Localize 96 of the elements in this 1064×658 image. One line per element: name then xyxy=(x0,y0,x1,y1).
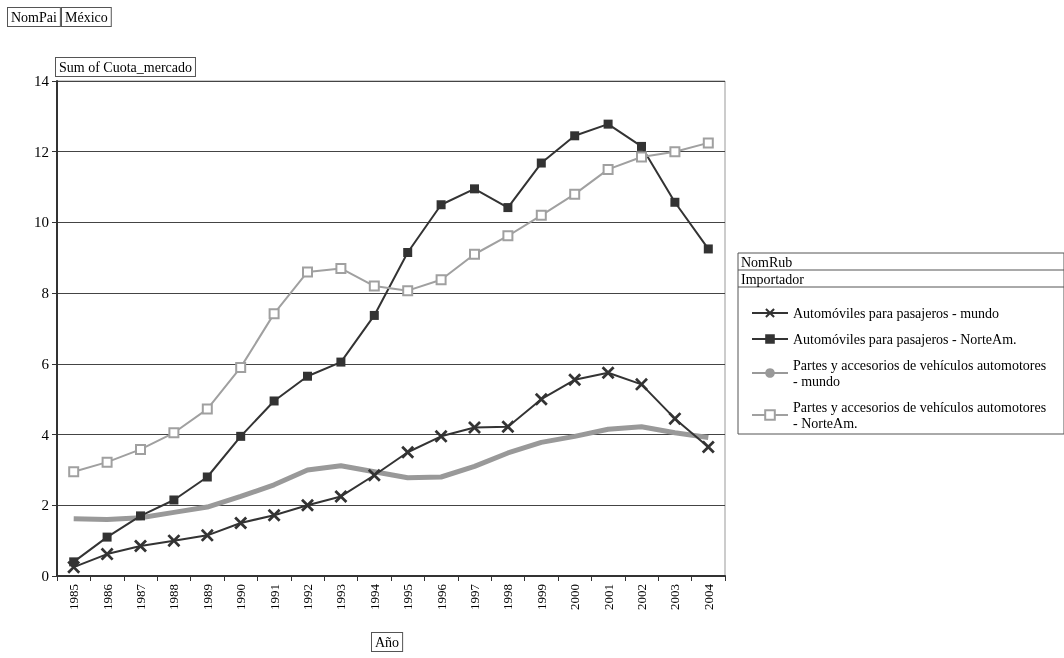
point xyxy=(402,285,414,297)
point xyxy=(469,248,480,260)
point xyxy=(401,445,415,459)
point xyxy=(167,534,181,548)
x-tick-label: 2000 xyxy=(567,584,583,610)
point xyxy=(168,427,180,439)
point xyxy=(702,137,714,149)
point xyxy=(637,141,646,151)
x-tick-label: 2001 xyxy=(600,584,616,610)
text: NomPai xyxy=(11,9,57,25)
y-axis-title: Sum of Cuota_mercado xyxy=(59,59,192,75)
point xyxy=(136,511,145,521)
x-tick-label: 1993 xyxy=(333,584,349,610)
y-tick-label: 12 xyxy=(34,143,49,160)
point xyxy=(268,308,280,320)
point xyxy=(434,429,448,443)
point xyxy=(703,244,713,254)
point xyxy=(267,508,281,522)
y-tick-label: 10 xyxy=(34,214,49,231)
point xyxy=(201,403,213,415)
y-tick-label: 0 xyxy=(41,568,49,584)
point xyxy=(501,420,515,434)
point xyxy=(436,200,446,210)
x-tick-label: 1996 xyxy=(433,583,449,610)
y-tick-label: 6 xyxy=(41,355,50,372)
point xyxy=(234,516,248,530)
point xyxy=(336,357,346,367)
x-tick-label: 1987 xyxy=(133,583,148,610)
y-tick-label: 4 xyxy=(41,426,50,443)
point xyxy=(169,495,179,505)
point xyxy=(69,557,79,567)
point xyxy=(470,184,479,194)
x-tick-label: 1994 xyxy=(366,583,382,610)
legend-label: Partes y accesorios de vehículos automotores - NorteAm. xyxy=(793,399,1050,431)
legend-label: Partes y accesorios de vehículos automotores - mundo xyxy=(793,357,1050,389)
point xyxy=(369,310,379,320)
x-tick-label: 1985 xyxy=(66,584,82,610)
point xyxy=(301,498,314,512)
point xyxy=(269,396,279,406)
y-tick-label: 14 xyxy=(34,73,50,89)
point xyxy=(670,197,680,207)
point xyxy=(569,188,581,200)
point xyxy=(367,468,381,482)
point xyxy=(635,377,648,391)
y-tick-label: 8 xyxy=(41,285,49,302)
point xyxy=(334,489,348,503)
point xyxy=(568,373,582,387)
legend-label: Automóviles para pasajeros - NorteAm. xyxy=(793,331,1017,347)
point xyxy=(135,443,146,455)
legend-label: Automóviles para pasajeros - mundo xyxy=(793,305,1000,321)
x-tick-label: 1995 xyxy=(400,584,416,610)
x-tick-label: 1998 xyxy=(500,584,516,610)
point xyxy=(200,528,214,542)
x-tick-label: 1986 xyxy=(99,583,115,610)
x-tick-label: 1992 xyxy=(300,584,315,610)
text: Importador xyxy=(741,271,805,287)
point xyxy=(236,431,246,441)
x-tick-label: 2004 xyxy=(700,583,716,610)
point xyxy=(536,158,546,168)
text: México xyxy=(65,9,108,25)
x-tick-label: 1990 xyxy=(233,584,249,610)
point xyxy=(503,203,513,213)
point xyxy=(368,280,380,292)
point xyxy=(403,247,413,257)
point xyxy=(435,274,447,286)
point xyxy=(202,472,212,482)
point xyxy=(134,539,147,553)
point xyxy=(535,209,547,221)
point xyxy=(603,119,613,129)
point xyxy=(102,532,112,542)
point xyxy=(602,163,614,175)
x-tick-label: 1989 xyxy=(199,584,215,610)
point xyxy=(303,371,312,381)
x-tick-label: 1991 xyxy=(266,584,282,610)
x-tick-label: 2003 xyxy=(667,584,683,610)
y-tick-label: 2 xyxy=(41,497,49,514)
point xyxy=(669,146,681,158)
point xyxy=(302,266,313,278)
point xyxy=(235,361,247,373)
point xyxy=(534,392,548,406)
x-axis-title: Año xyxy=(375,634,400,650)
point xyxy=(101,456,113,468)
point xyxy=(701,440,715,454)
x-tick-label: 1997 xyxy=(467,583,482,610)
point xyxy=(100,547,114,561)
point xyxy=(668,412,682,426)
point xyxy=(68,466,80,478)
point xyxy=(502,230,514,242)
x-tick-label: 1999 xyxy=(533,584,549,610)
point xyxy=(601,366,615,380)
point xyxy=(570,131,580,141)
point xyxy=(335,262,347,274)
x-tick-label: 1988 xyxy=(166,584,182,610)
legend-title: NomRub xyxy=(741,254,793,270)
point xyxy=(636,151,647,163)
x-tick-label: 2002 xyxy=(634,584,649,610)
